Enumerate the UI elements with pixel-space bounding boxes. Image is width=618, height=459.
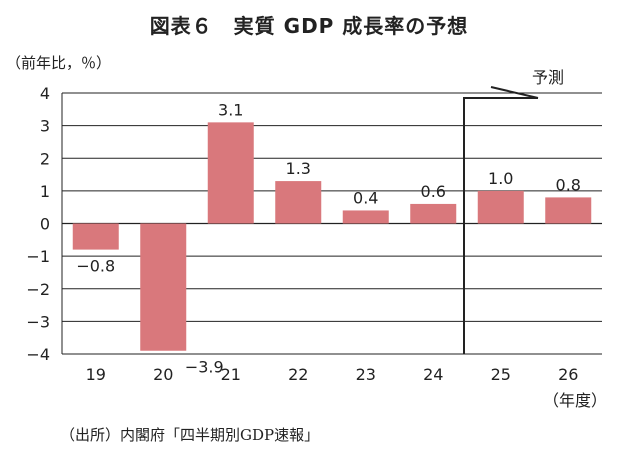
- y-tick-label: −1: [26, 247, 50, 266]
- bar: [545, 197, 592, 224]
- data-label: 0.4: [353, 188, 378, 207]
- bar: [342, 210, 389, 224]
- y-tick-label: 2: [40, 149, 50, 168]
- y-tick-label: 4: [40, 84, 50, 103]
- data-label: 3.1: [218, 100, 243, 119]
- y-tick-label: 0: [40, 215, 50, 234]
- data-label: −3.9: [185, 358, 224, 377]
- y-tick-label: 3: [40, 117, 50, 136]
- x-axis-unit-label: （年度）: [543, 391, 607, 410]
- forecast-divider: [463, 97, 538, 354]
- y-axis-unit-label: （前年比，％）: [6, 54, 112, 72]
- x-tick-label: 25: [491, 365, 511, 384]
- bar: [207, 122, 254, 224]
- y-tick-label: −3: [26, 312, 50, 331]
- x-tick-label: 26: [558, 365, 578, 384]
- forecast-marker: [490, 86, 539, 99]
- data-label: 0.6: [421, 182, 446, 201]
- x-tick-label: 19: [86, 365, 106, 384]
- data-label: 1.3: [286, 159, 311, 178]
- y-tick-label: −2: [26, 280, 50, 299]
- x-tick-label: 22: [288, 365, 308, 384]
- data-label: −0.8: [76, 257, 115, 276]
- x-tick-label: 20: [153, 365, 173, 384]
- x-tick-label: 21: [221, 365, 241, 384]
- y-tick-label: −4: [26, 345, 50, 364]
- bar: [140, 223, 187, 351]
- bar: [477, 190, 524, 224]
- source-note: （出所）内閣府「四半期別GDP速報」: [60, 426, 320, 444]
- x-tick-label: 24: [423, 365, 443, 384]
- bar: [410, 203, 457, 224]
- y-tick-label: 1: [40, 182, 50, 201]
- chart-title: 図表６ 実質 GDP 成長率の予想: [149, 14, 469, 38]
- bar: [72, 223, 119, 250]
- data-label: 1.0: [488, 169, 513, 188]
- forecast-label: 予測: [532, 68, 564, 87]
- data-label: 0.8: [556, 175, 581, 194]
- bar: [275, 181, 322, 224]
- x-tick-label: 23: [356, 365, 376, 384]
